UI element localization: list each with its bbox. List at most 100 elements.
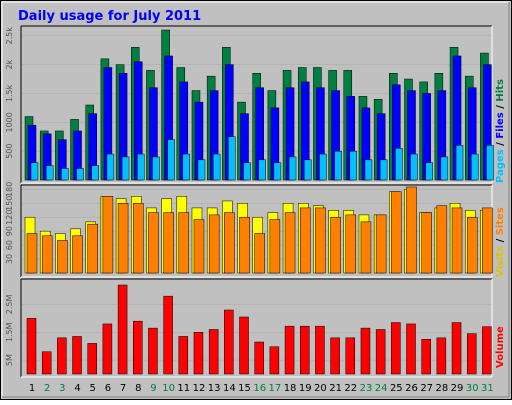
pages-bar bbox=[486, 145, 494, 181]
pages-bar bbox=[30, 162, 39, 181]
sites-bar bbox=[254, 233, 265, 274]
pages-bar bbox=[61, 168, 69, 181]
hits-tick-label: 2k bbox=[5, 59, 14, 69]
sites-bar bbox=[345, 214, 357, 274]
pages-bar bbox=[228, 136, 236, 181]
visits-tick-label: 150 bbox=[5, 196, 14, 211]
pages-bar bbox=[182, 153, 191, 181]
pages-bar bbox=[470, 153, 479, 181]
sites-bar bbox=[224, 212, 235, 274]
volume-bar bbox=[360, 327, 371, 375]
pages-bar bbox=[197, 159, 206, 181]
legend-slash: / bbox=[495, 235, 506, 246]
pages-bar bbox=[288, 156, 297, 181]
volume-bar bbox=[193, 332, 204, 375]
day-label: 9 bbox=[150, 383, 156, 394]
pages-bar bbox=[334, 150, 342, 181]
day-labels: 1 2 3 4 5 6 7 8 9 10 11 12 13 14 15 16 17 18 19 20 21 22 23 24 2… bbox=[29, 383, 494, 394]
volume-bar bbox=[148, 327, 158, 375]
sites-bar bbox=[406, 186, 417, 274]
pages-bar bbox=[379, 159, 388, 181]
pages-bar bbox=[106, 153, 115, 181]
volume-bar bbox=[330, 337, 340, 375]
volume-tick-label: 2.5M bbox=[5, 295, 14, 315]
sites-bar bbox=[466, 216, 478, 274]
pages-bar bbox=[212, 153, 221, 181]
day-label: 21 bbox=[329, 383, 342, 394]
legend-slash: / bbox=[495, 139, 506, 150]
hits-tick-label: 1000 bbox=[5, 112, 14, 132]
pages-bar bbox=[364, 159, 373, 181]
day-label: 18 bbox=[284, 383, 297, 394]
pages-bar bbox=[243, 162, 251, 181]
volume-bar bbox=[466, 333, 477, 375]
sites-bar bbox=[148, 212, 159, 274]
pages-bar bbox=[395, 148, 403, 181]
volume-bar bbox=[269, 346, 280, 375]
pages-bar bbox=[440, 156, 449, 181]
sites-bar bbox=[360, 221, 372, 274]
sites-bar bbox=[208, 214, 220, 274]
day-label: 14 bbox=[223, 383, 236, 394]
legend-pages: Pages bbox=[495, 149, 506, 183]
sites-bar bbox=[178, 212, 190, 274]
sites-bar bbox=[436, 205, 448, 274]
pages-bar bbox=[258, 159, 266, 181]
volume-bar bbox=[284, 325, 295, 375]
day-label: 11 bbox=[177, 383, 190, 394]
sites-bar bbox=[26, 233, 38, 274]
sites-bar bbox=[41, 235, 53, 274]
volume-bar bbox=[345, 337, 356, 375]
hits-tick-label: 2.5k bbox=[5, 27, 14, 45]
day-label: 20 bbox=[314, 383, 327, 394]
pages-bar bbox=[303, 159, 312, 181]
volume-bar bbox=[375, 329, 386, 375]
pages-bar bbox=[455, 145, 464, 181]
day-label: 6 bbox=[105, 383, 111, 394]
visits-tick-label: 60 bbox=[5, 240, 14, 250]
sites-bar bbox=[299, 207, 311, 274]
pages-bar bbox=[319, 153, 327, 181]
pages-bar bbox=[273, 162, 282, 181]
day-label: 7 bbox=[120, 383, 126, 394]
day-label: 29 bbox=[451, 383, 464, 394]
legend-volume: Volume bbox=[495, 326, 506, 368]
day-label: 4 bbox=[74, 383, 80, 394]
sites-bar bbox=[193, 219, 205, 274]
pages-bar bbox=[91, 165, 99, 181]
legend-hits: Hits bbox=[495, 79, 506, 102]
pages-bar bbox=[152, 156, 160, 181]
side-label-pages-files-hits: Pages / Files / Hits bbox=[495, 79, 506, 183]
day-label: 25 bbox=[390, 383, 403, 394]
legend-sites: Sites bbox=[495, 207, 506, 235]
legend-visits: Visits bbox=[495, 246, 506, 277]
pages-bar bbox=[349, 150, 358, 181]
day-label: 24 bbox=[375, 383, 388, 394]
volume-bar bbox=[26, 318, 37, 375]
day-label: 30 bbox=[466, 383, 479, 394]
side-label-visits-sites: Visits / Sites bbox=[495, 207, 506, 277]
legend-slash: / bbox=[495, 102, 506, 113]
pages-bar bbox=[137, 153, 145, 181]
day-label: 27 bbox=[420, 383, 433, 394]
day-label: 23 bbox=[360, 383, 373, 394]
sites-bar bbox=[482, 207, 493, 274]
volume-bar bbox=[208, 329, 219, 375]
chart-title: Daily usage for July 2011 bbox=[18, 9, 201, 24]
volume-bar bbox=[87, 343, 97, 375]
volume-bar bbox=[178, 336, 189, 375]
volume-bar bbox=[299, 325, 310, 375]
legend-files: Files bbox=[495, 112, 506, 138]
volume-bar bbox=[117, 284, 128, 375]
volume-bar bbox=[133, 320, 143, 375]
sites-bar bbox=[284, 212, 296, 274]
sites-bar bbox=[330, 216, 341, 274]
volume-bar bbox=[451, 322, 462, 375]
bars bbox=[24, 29, 494, 375]
volume-bar bbox=[163, 295, 173, 375]
day-label: 3 bbox=[59, 383, 65, 394]
sites-bar bbox=[57, 240, 68, 274]
volume-tick-label: 5M bbox=[5, 354, 14, 366]
